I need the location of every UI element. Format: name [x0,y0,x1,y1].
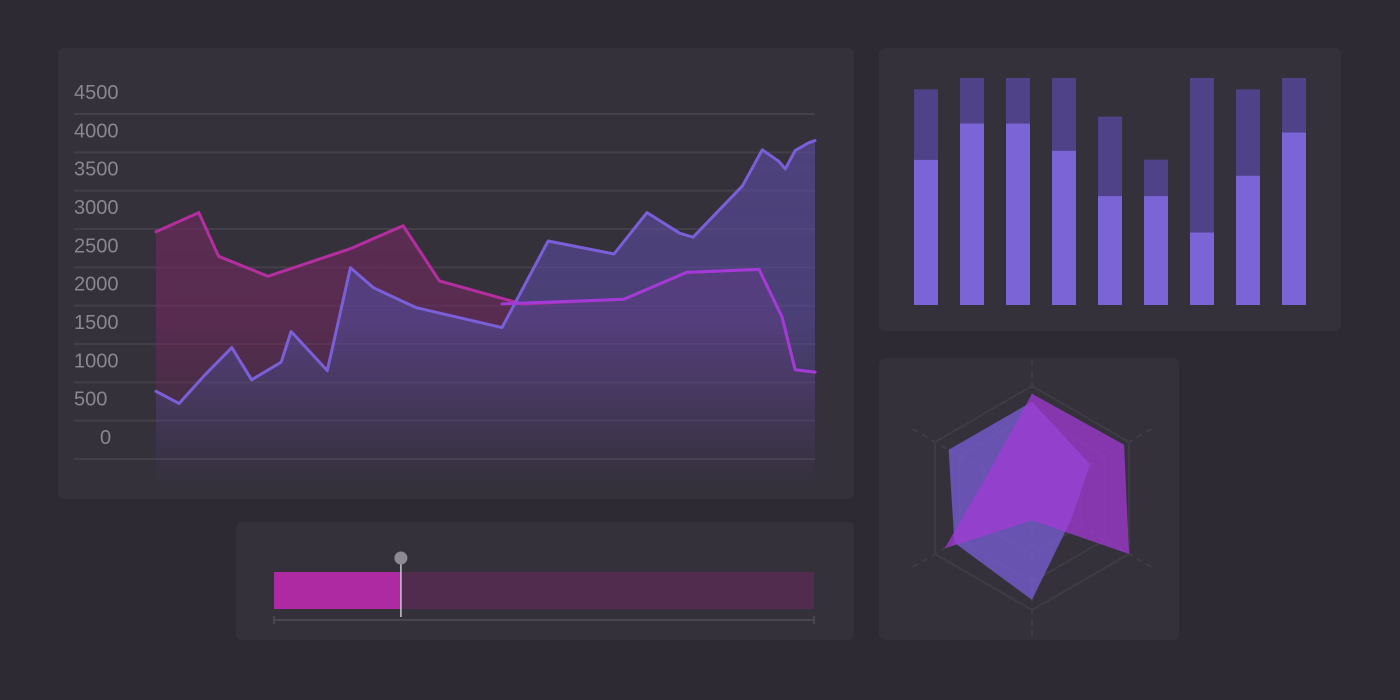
y-tick-label: 3000 [74,197,119,219]
bar-segment-lower [1098,196,1122,305]
y-tick-label: 4000 [74,120,119,142]
y-tick-label: 0 [100,427,111,449]
bar-segment-lower [1144,196,1168,305]
radar-chart-panel [879,358,1179,640]
y-tick-label: 1000 [74,350,119,372]
bar-segment-lower [1052,150,1076,305]
bar-segment-upper [914,89,938,160]
bar-segment-lower [1236,175,1260,305]
bar-segment-lower [960,123,984,306]
progress-fill [274,572,401,609]
y-tick-label: 4500 [74,82,119,104]
area-chart-panel: 4500 4000 3500 3000 2500 2000 1500 1000 500 0 [58,48,854,499]
bar-segment-upper [1236,89,1260,176]
bar-segment-upper [1052,78,1076,151]
y-tick-label: 2000 [74,274,119,296]
bar-segment-lower [914,159,938,305]
progress-slider[interactable] [236,522,854,640]
bar-segment-upper [1098,116,1122,197]
area-chart: 4500 4000 3500 3000 2500 2000 1500 1000 500 0 [74,82,817,488]
stacked-bar-chart [914,78,1306,306]
area-fills [156,140,815,488]
bar-segment-upper [1006,78,1030,124]
bar-chart-panel [879,48,1341,331]
y-tick-label: 3500 [74,159,119,181]
bar-segment-lower [1006,123,1030,306]
y-tick-label: 2500 [74,235,119,257]
bar-segment-lower [1282,132,1306,305]
series-line-purple [154,139,817,405]
radar-chart [910,358,1154,638]
y-tick-label: 1500 [74,312,119,334]
bar-segment-upper [1190,78,1214,233]
bar-segment-upper [960,78,984,124]
y-tick-label: 500 [74,389,107,411]
progress-panel [236,522,854,640]
bar-segment-upper [1144,159,1168,197]
series-line-violet [500,267,817,374]
bar-segment-lower [1190,232,1214,305]
area-fill-purple [156,140,815,488]
progress-handle-knob[interactable] [394,551,408,565]
radar-series-violet [944,393,1129,554]
bar-segment-upper [1282,78,1306,133]
